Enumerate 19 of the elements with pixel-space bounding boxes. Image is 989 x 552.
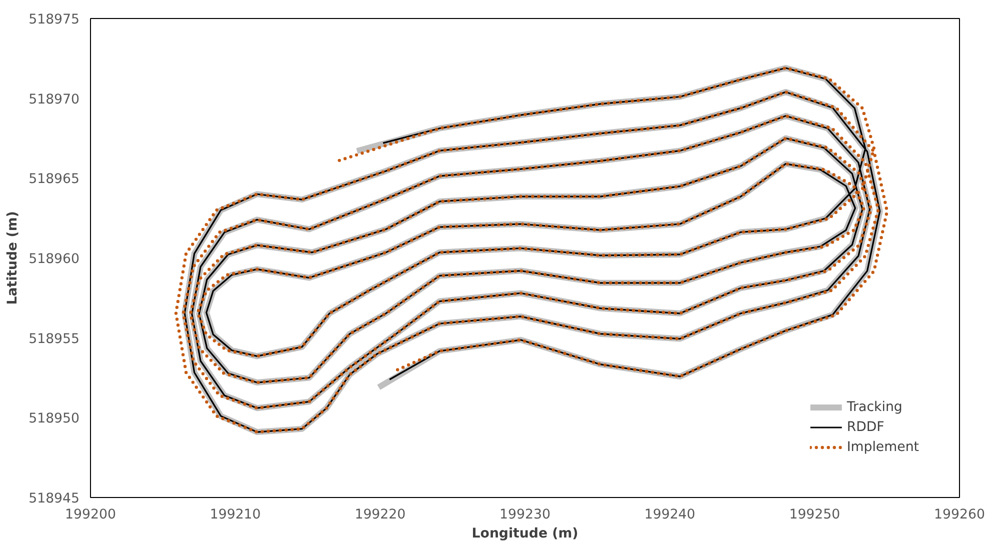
y-axis-title: Latitude (m) <box>6 211 21 305</box>
legend-label: Implement <box>846 440 919 454</box>
x-axis-title: Longitude (m) <box>472 526 578 542</box>
legend-label: RDDF <box>846 420 884 434</box>
legend-label: Tracking <box>846 400 902 414</box>
x-tick-label: 199220 <box>354 508 406 522</box>
y-tick-label: 518945 <box>28 492 80 506</box>
x-tick-label: 199210 <box>210 508 261 522</box>
x-tick-label: 199200 <box>65 508 116 522</box>
y-tick-label: 518960 <box>28 252 80 267</box>
x-tick-label: 199250 <box>789 508 840 522</box>
y-tick-label: 518965 <box>28 172 80 188</box>
y-tick-label: 518970 <box>28 92 80 108</box>
x-tick-label: 199240 <box>644 508 696 522</box>
y-tick-label: 518955 <box>28 332 80 347</box>
x-tick-label: 199230 <box>500 508 550 522</box>
x-tick-label: 199260 <box>934 508 985 522</box>
y-tick-label: 518975 <box>28 12 80 28</box>
y-tick-label: 518950 <box>28 412 80 427</box>
